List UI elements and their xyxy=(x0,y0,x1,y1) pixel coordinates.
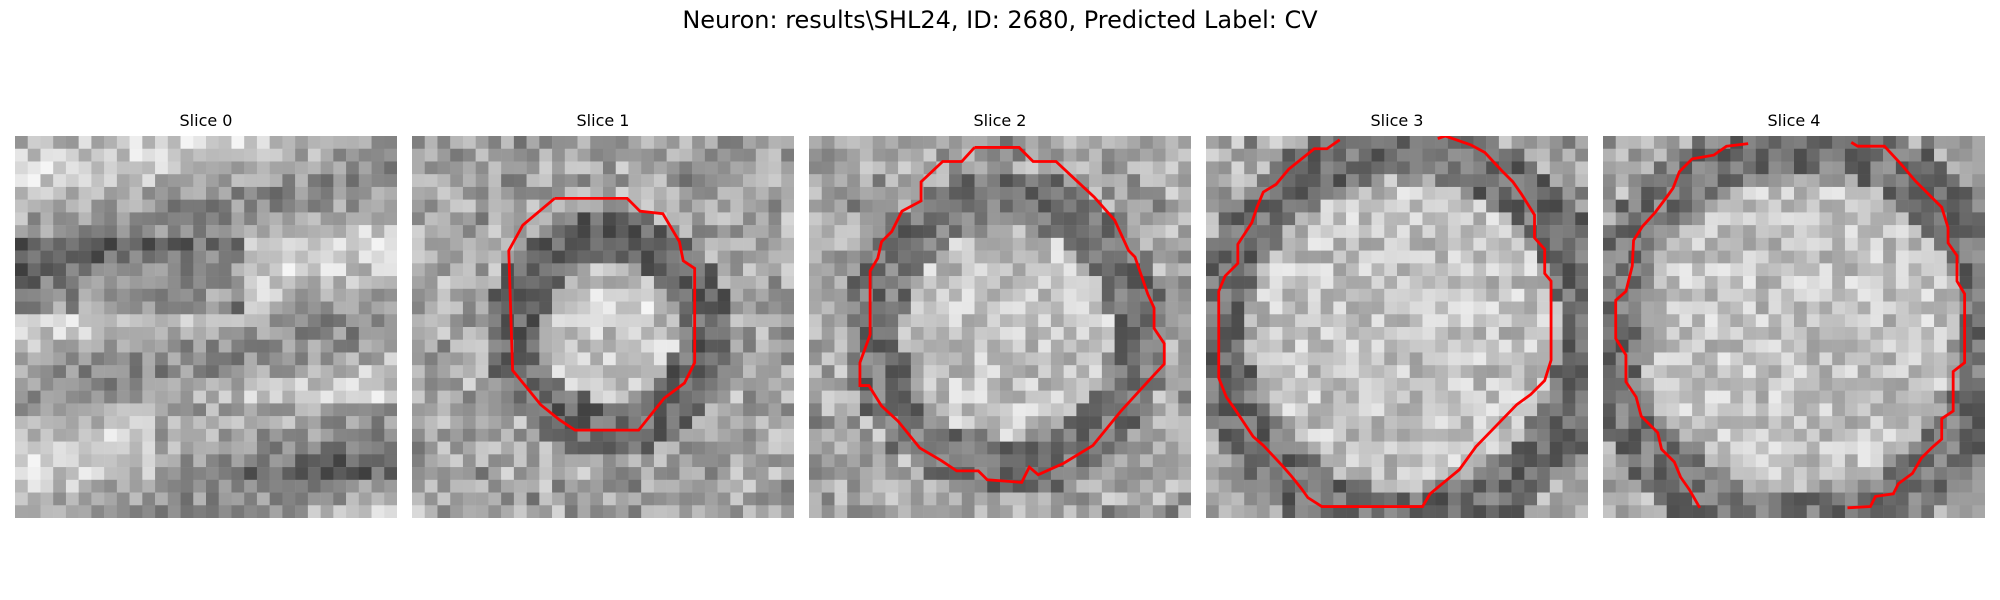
slice-title: Slice 2 xyxy=(973,111,1027,130)
slice-image xyxy=(1206,136,1588,518)
slice-panel-4: Slice 4 xyxy=(1603,110,1985,518)
slice-image xyxy=(809,136,1191,518)
slice-panel-3: Slice 3 xyxy=(1206,110,1588,518)
slice-panel-0: Slice 0 xyxy=(15,110,397,518)
slice-title: Slice 1 xyxy=(576,111,630,130)
slice-title: Slice 4 xyxy=(1767,111,1821,130)
segmentation-contour xyxy=(507,196,697,432)
segmentation-contour xyxy=(1847,141,1967,510)
segmentation-contour xyxy=(1614,142,1749,509)
slice-title: Slice 3 xyxy=(1370,111,1424,130)
slice-title: Slice 0 xyxy=(179,111,233,130)
segmentation-contour xyxy=(858,146,1166,484)
slice-image xyxy=(1603,136,1985,518)
slice-image xyxy=(15,136,397,518)
slice-image xyxy=(412,136,794,518)
segmentation-contour xyxy=(1217,136,1553,508)
slice-panel-1: Slice 1 xyxy=(412,110,794,518)
figure-title: Neuron: results\SHL24, ID: 2680, Predict… xyxy=(682,6,1318,34)
slice-panel-2: Slice 2 xyxy=(809,110,1191,518)
